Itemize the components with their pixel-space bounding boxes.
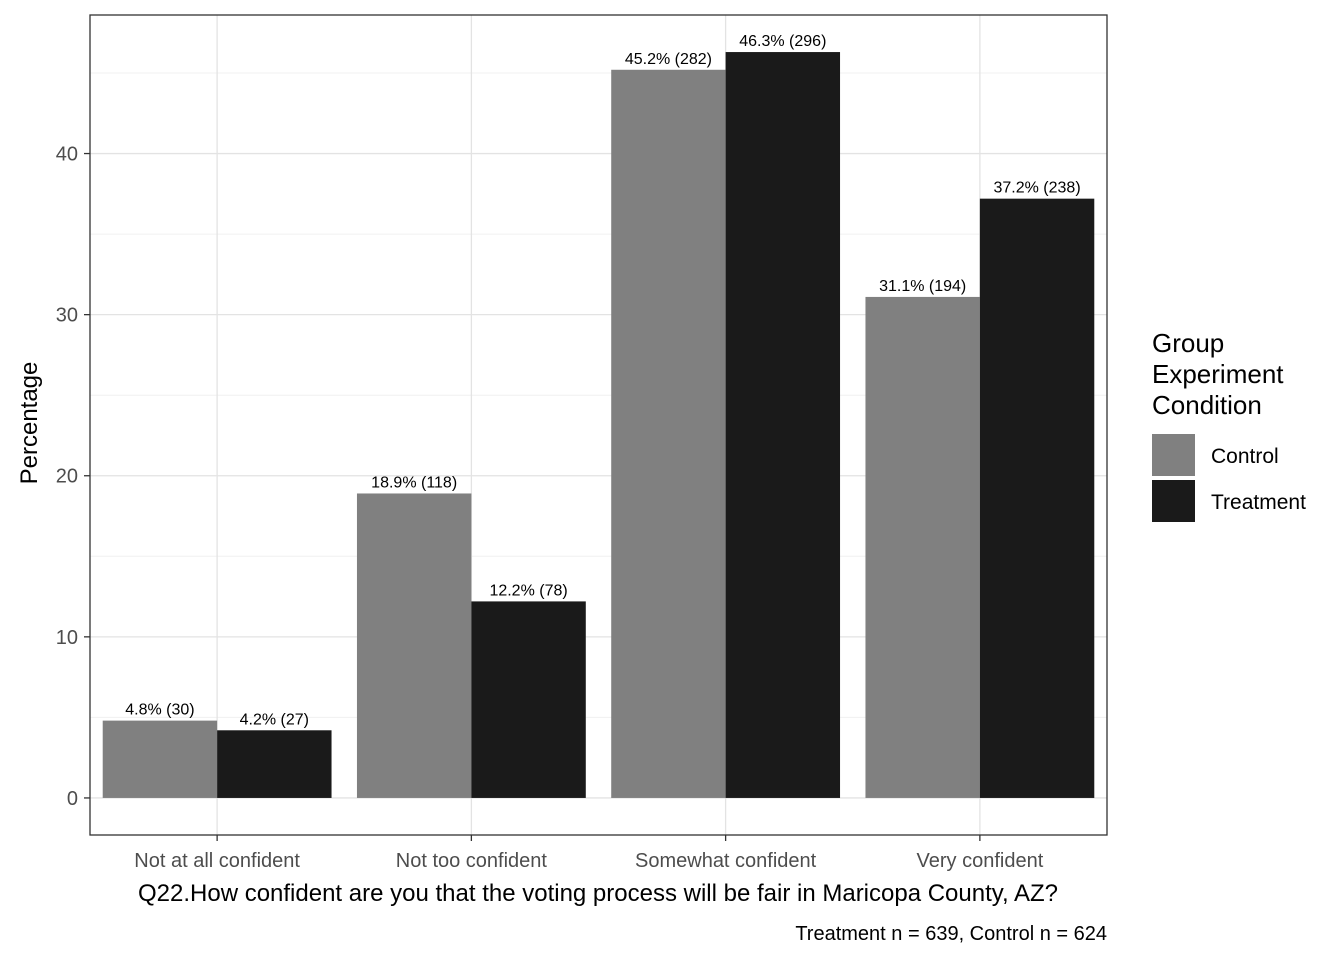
bar-value-label: 4.2% (27) [240,711,309,728]
x-axis-title: Q22.How confident are you that the votin… [138,880,1058,907]
x-tick-label: Not too confident [396,850,548,872]
bar-treatment [471,601,586,798]
bar-value-label: 18.9% (118) [371,474,457,491]
legend-key-treatment [1152,480,1195,522]
y-axis-title: Percentage [16,362,43,485]
y-tick-label: 30 [56,305,78,327]
x-tick-label: Somewhat confident [635,850,817,872]
chart-caption: Treatment n = 639, Control n = 624 [795,923,1107,945]
legend-title: Experiment [1152,359,1284,389]
legend-label: Treatment [1211,491,1306,514]
y-tick-label: 40 [56,144,78,166]
legend-key-control [1152,434,1195,476]
y-tick-label: 20 [56,466,78,488]
bar-value-label: 46.3% (296) [739,33,826,50]
bar-value-label: 31.1% (194) [879,278,966,295]
bar-control [865,296,980,798]
bar-control [356,493,472,798]
bar-control [102,720,218,798]
y-tick-label: 0 [67,788,78,810]
bar-value-label: 4.8% (30) [125,702,194,719]
bar-treatment [725,52,841,798]
plot-border [89,14,1108,836]
bar-control [611,69,726,798]
x-tick-label: Very confident [917,850,1044,872]
x-tick-label: Not at all confident [134,850,300,872]
bar-value-label: 12.2% (78) [489,582,567,599]
legend-title: Condition [1152,390,1262,420]
y-tick-label: 10 [56,627,78,649]
bar-value-label: 37.2% (238) [993,180,1080,197]
legend-title: Group [1152,328,1224,358]
bar-value-label: 45.2% (282) [625,51,712,68]
bar-treatment [217,730,332,798]
legend-label: Control [1211,445,1279,468]
bar-treatment [979,198,1095,798]
